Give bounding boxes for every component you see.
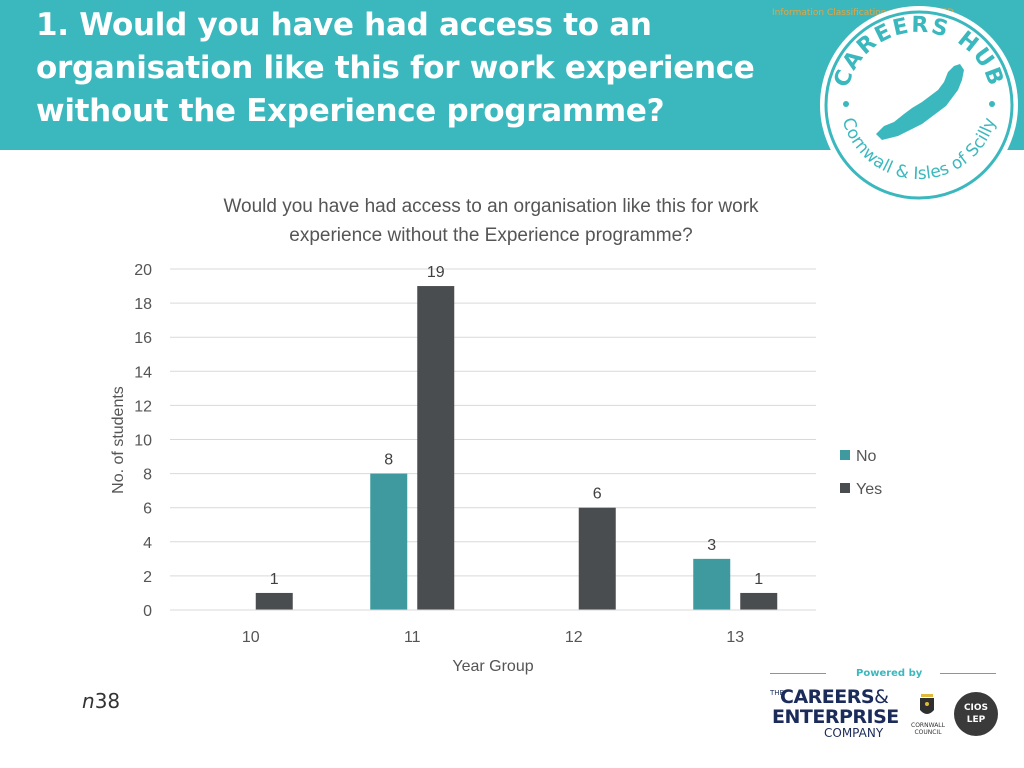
chart-title-line: Would you have had access to an organisa… xyxy=(223,196,759,217)
sample-size: n38 xyxy=(82,689,120,713)
y-tick-label: 18 xyxy=(134,296,152,313)
bar-yes xyxy=(417,286,455,610)
cios-lep-logo xyxy=(954,692,998,736)
classification-label: Information Classification: CONTROLLED xyxy=(772,8,954,18)
sample-size-value: 38 xyxy=(94,689,121,713)
legend-swatch-no xyxy=(840,450,850,460)
y-tick-label: 12 xyxy=(134,398,152,415)
x-tick-label: 12 xyxy=(565,629,583,646)
x-tick-label: 10 xyxy=(242,629,260,646)
y-tick-label: 16 xyxy=(134,330,152,347)
data-label: 6 xyxy=(593,486,602,503)
cec-line3: COMPANY xyxy=(824,726,884,740)
bar-yes xyxy=(740,592,778,610)
y-axis-label: No. of students xyxy=(110,386,127,494)
cornwall-map-icon xyxy=(876,64,964,140)
cec-line1: CAREERS xyxy=(780,686,875,708)
council-name: CORNWALL COUNCIL xyxy=(911,722,945,736)
cec-amp: & xyxy=(874,686,889,708)
sample-size-prefix: n xyxy=(82,689,95,713)
y-tick-label: 14 xyxy=(134,364,152,381)
data-label: 3 xyxy=(707,537,716,554)
legend-label: Yes xyxy=(856,481,882,498)
y-tick-label: 0 xyxy=(143,603,152,620)
y-tick-label: 4 xyxy=(143,535,152,552)
council-crest-icon xyxy=(920,694,934,714)
lep-line2: LEP xyxy=(966,715,986,725)
bar-no xyxy=(370,473,408,610)
chart-title-line: experience without the Experience progra… xyxy=(289,225,692,246)
bar-yes xyxy=(255,592,293,610)
legend-swatch-yes xyxy=(840,483,850,493)
bar-yes xyxy=(578,507,616,610)
y-tick-label: 6 xyxy=(143,501,152,518)
divider-right xyxy=(940,673,996,674)
y-tick-label: 8 xyxy=(143,467,152,484)
legend-label: No xyxy=(856,448,877,465)
divider-left xyxy=(770,673,826,674)
y-tick-label: 20 xyxy=(134,262,152,279)
x-tick-label: 11 xyxy=(404,629,421,646)
x-axis-label: Year Group xyxy=(452,658,533,675)
bar-no xyxy=(693,558,731,610)
data-label: 19 xyxy=(427,264,445,281)
data-label: 1 xyxy=(754,571,763,588)
data-label: 1 xyxy=(270,571,279,588)
careers-hub-logo: CAREERS HUB Cornwall & Isles of Scilly xyxy=(820,6,1018,204)
lep-line1: CIOS xyxy=(963,703,989,713)
x-tick-label: 13 xyxy=(726,629,744,646)
cec-line2: ENTERPRISE xyxy=(772,706,899,728)
y-tick-label: 10 xyxy=(134,433,152,450)
cec-the-text: THE xyxy=(770,689,784,697)
page-title: 1. Would you have had access to an organ… xyxy=(36,7,755,129)
y-tick-label: 2 xyxy=(143,569,152,586)
powered-by-label: Powered by xyxy=(856,668,923,679)
data-label: 8 xyxy=(384,452,393,469)
